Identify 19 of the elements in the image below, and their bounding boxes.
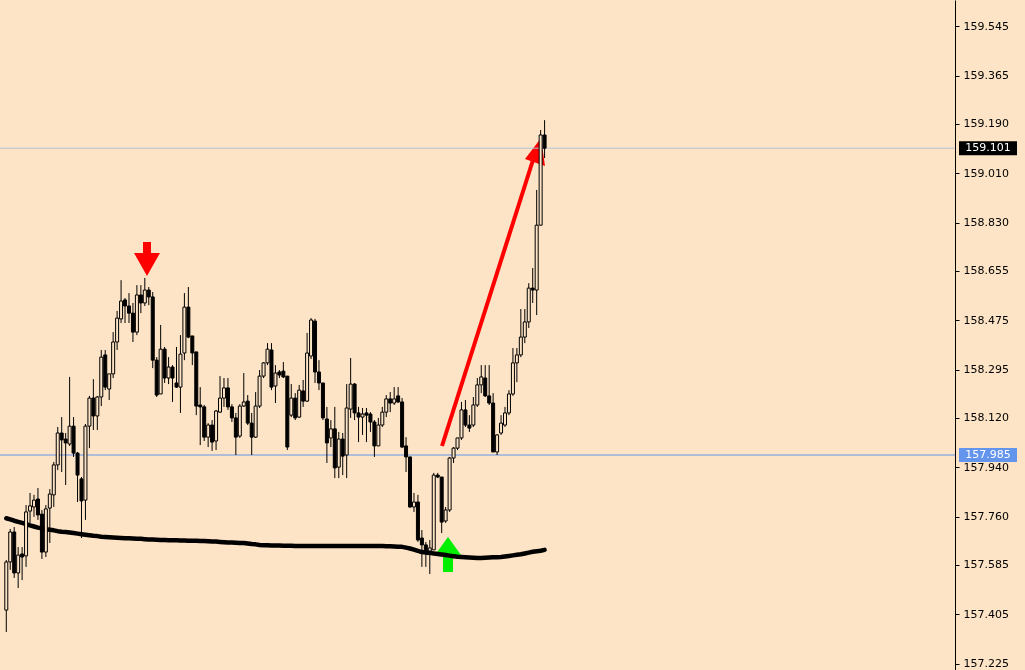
y-tick-label: 158.475	[963, 313, 1009, 327]
ref-line-label: 157.985	[965, 448, 1011, 462]
candlestick	[388, 391, 393, 413]
y-tick-label: 157.940	[963, 460, 1009, 474]
y-tick-label: 158.120	[963, 411, 1009, 425]
candlestick	[91, 378, 96, 431]
ref-line-label: 159.101	[965, 141, 1011, 155]
candlestick	[364, 407, 369, 443]
y-tick-label: 159.545	[963, 19, 1009, 33]
y-tick-label: 158.830	[963, 216, 1009, 230]
y-tick-label: 157.225	[963, 657, 1009, 670]
y-tick-label: 157.585	[963, 558, 1009, 572]
y-tick-label: 158.295	[963, 363, 1009, 377]
y-tick-label: 159.010	[963, 166, 1009, 180]
y-tick-label: 157.405	[963, 607, 1009, 621]
y-tick-label: 159.190	[963, 117, 1009, 131]
y-tick-label: 157.760	[963, 510, 1009, 524]
y-tick-label: 158.655	[963, 264, 1009, 278]
y-tick-label: 159.365	[963, 69, 1009, 83]
